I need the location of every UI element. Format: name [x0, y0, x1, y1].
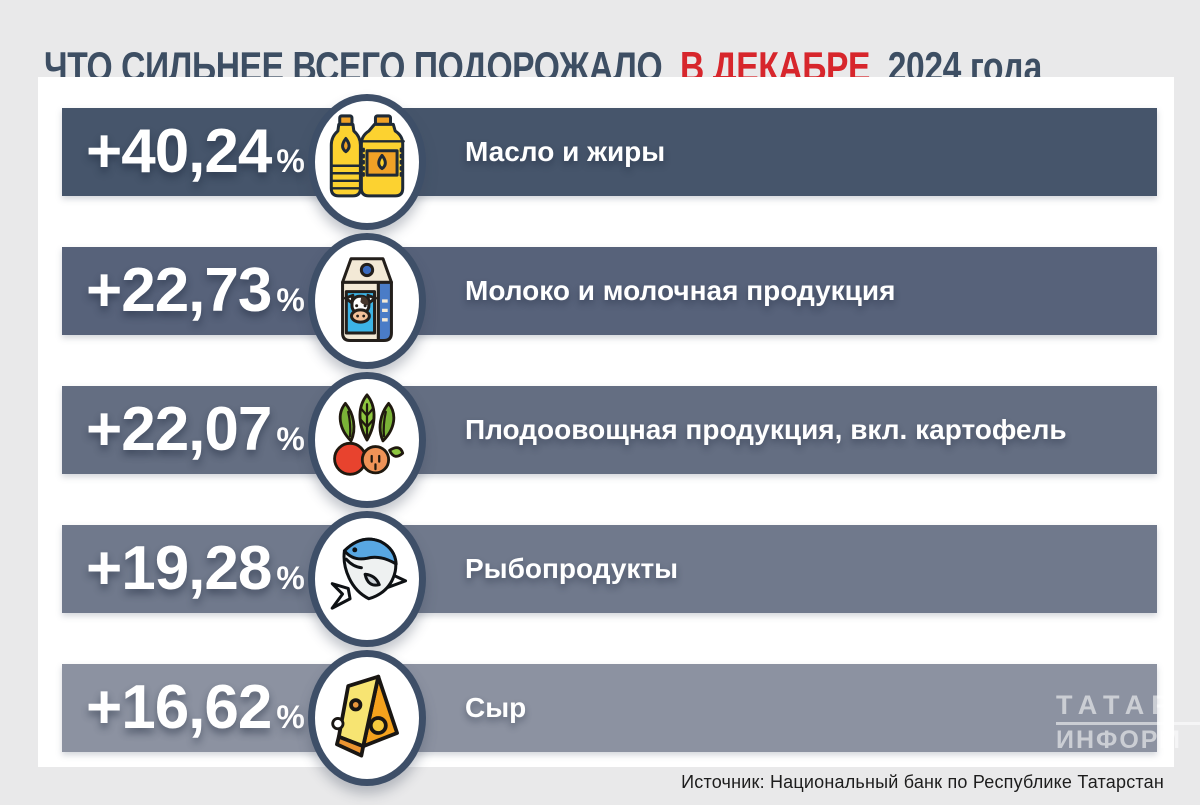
- percent-sign: %: [276, 143, 305, 179]
- category-label: Плодоовощная продукция, вкл. картофель: [465, 414, 1067, 445]
- row-milk: +22,73 %: [62, 233, 1157, 369]
- percent-sign: %: [276, 421, 305, 457]
- watermark-line2: ИНФОРМ: [1056, 726, 1182, 754]
- fish-icon: [308, 511, 426, 647]
- row-bar: [62, 247, 1157, 335]
- percent-value: +16,62 %: [86, 673, 305, 742]
- vegetables-icon: [308, 372, 426, 508]
- percent-sign: %: [276, 699, 305, 735]
- category-label: Сыр: [465, 692, 527, 723]
- percent-sign: %: [276, 560, 305, 596]
- row-bar: [62, 386, 1157, 474]
- row-cheese: +16,62 % Сыр: [62, 650, 1157, 786]
- oil-bottles-svg: [329, 114, 405, 198]
- percent-sign: %: [276, 282, 305, 318]
- source-note: Источник: Национальный банк по Республик…: [681, 772, 1164, 792]
- cheese-icon: [308, 650, 426, 786]
- row-bar: [62, 108, 1157, 196]
- category-label: Масло и жиры: [465, 136, 666, 167]
- row-bar: [62, 664, 1157, 752]
- category-label: Молоко и молочная продукция: [465, 275, 896, 306]
- oil-bottles-icon: [308, 94, 426, 230]
- vegetables-svg: [333, 393, 405, 476]
- milk-carton-svg: [341, 257, 393, 342]
- row-oil-fats: +40,24 % Масло и жиры: [62, 94, 1157, 230]
- watermark-line1: ТАТАР: [1056, 690, 1177, 720]
- percent-value: +22,07 %: [86, 395, 305, 464]
- percent-value: +40,24 %: [86, 117, 305, 186]
- percent-value: +19,28 %: [86, 534, 305, 603]
- row-fish: +19,28 % Рыбопродукты: [62, 511, 1157, 647]
- watermark-divider: [1056, 722, 1200, 725]
- row-vegetables: +22,07 % Плодоовощная продукция,: [62, 372, 1157, 508]
- fish-svg: [330, 537, 408, 610]
- row-bar: [62, 525, 1157, 613]
- tatar-inform-watermark: ТАТАР ИНФОРМ: [1056, 692, 1200, 753]
- category-label: Рыбопродукты: [465, 553, 679, 584]
- cheese-svg: [331, 674, 399, 758]
- percent-value: +22,73 %: [86, 256, 305, 325]
- milk-carton-icon: [308, 233, 426, 369]
